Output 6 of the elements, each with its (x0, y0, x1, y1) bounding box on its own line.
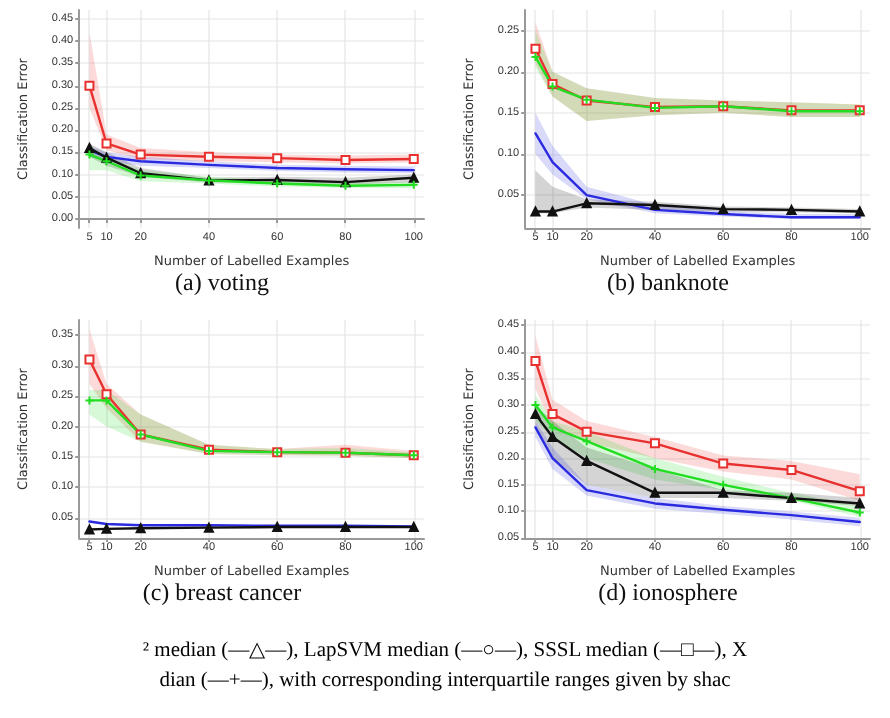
text: (d) ionosphere (598, 578, 738, 606)
text: dian (—+—), with corresponding interquartile ranges given by shac (157, 668, 733, 696)
text: (a) voting (175, 268, 269, 296)
text: (b) banknote (607, 268, 729, 296)
text: ² median (—△—), LapSVM median (—○—), SSSL median (—□—), X (140, 638, 750, 666)
text: (c) breast cancer (142, 578, 302, 606)
